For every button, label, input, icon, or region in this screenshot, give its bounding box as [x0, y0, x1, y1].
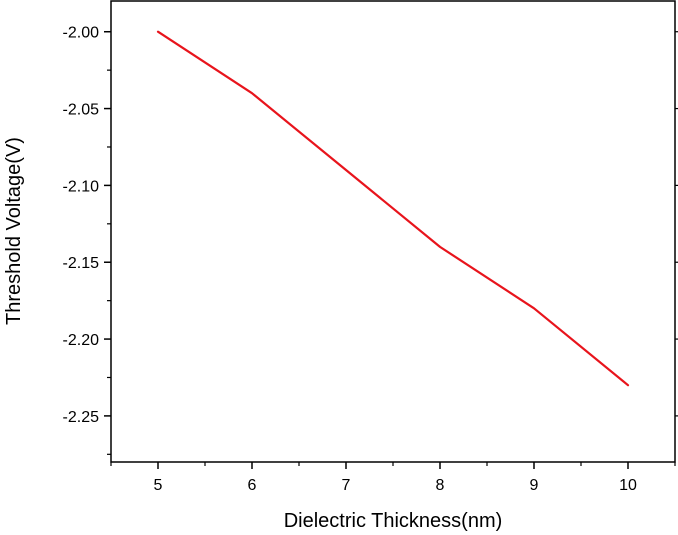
- x-tick-label: 6: [248, 477, 257, 494]
- y-tick-label: -2.05: [63, 102, 100, 119]
- y-axis: -2.00 -2.05 -2.10 -2.15 -2.20 -2.25: [63, 25, 678, 455]
- x-tick-label: 7: [342, 477, 351, 494]
- y-tick-label: -2.00: [63, 25, 100, 42]
- y-tick-label: -2.25: [63, 409, 100, 426]
- x-axis-title: Dielectric Thickness(nm): [284, 510, 503, 532]
- y-tick-label: -2.20: [63, 332, 100, 349]
- plot-frame: [110, 0, 676, 463]
- x-axis: 5 6 7 8 9 10: [110, 462, 676, 494]
- x-tick-label: 5: [154, 477, 163, 494]
- x-tick-label: 8: [436, 477, 445, 494]
- y-tick-label: -2.10: [63, 178, 100, 195]
- y-tick-label: -2.15: [63, 255, 100, 272]
- y-axis-title: Threshold Voltage(V): [3, 137, 25, 325]
- x-tick-label: 9: [530, 477, 539, 494]
- series-layer: [156, 30, 630, 387]
- x-tick-label: 10: [619, 477, 637, 494]
- series-line: [156, 30, 630, 387]
